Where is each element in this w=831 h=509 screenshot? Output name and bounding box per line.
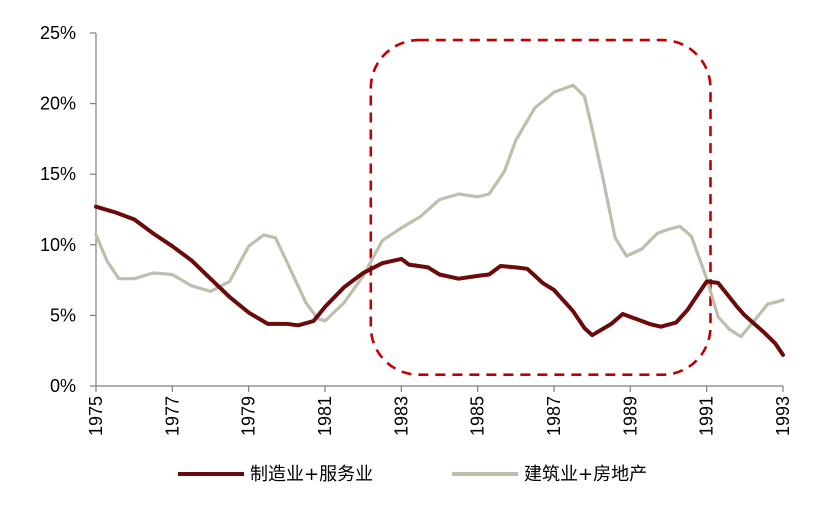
x-axis-ticks: 1975 1977 1979 1981 1983 1985 1987 1989 1991 1993 bbox=[86, 386, 793, 436]
y-tick-label: 10% bbox=[40, 235, 76, 255]
y-tick-label: 0% bbox=[50, 376, 76, 396]
highlight-region bbox=[369, 38, 712, 377]
x-tick-label: 1977 bbox=[162, 396, 182, 436]
legend: 制造业+服务业 建筑业+房地产 bbox=[178, 464, 647, 485]
y-tick-label: 20% bbox=[40, 94, 76, 114]
x-tick-label: 1979 bbox=[239, 396, 259, 436]
x-tick-label: 1975 bbox=[86, 396, 106, 436]
x-tick-label: 1981 bbox=[315, 396, 335, 436]
highlight-box bbox=[369, 38, 712, 377]
x-tick-label: 1987 bbox=[544, 396, 564, 436]
series-line-construction-realestate bbox=[94, 83, 785, 339]
x-tick-label: 1989 bbox=[620, 396, 640, 436]
x-tick-label: 1991 bbox=[697, 396, 717, 436]
series-lines bbox=[94, 83, 785, 357]
x-tick-label: 1985 bbox=[468, 396, 488, 436]
legend-label-manufacturing-services: 制造业+服务业 bbox=[250, 464, 373, 485]
y-tick-label: 25% bbox=[40, 23, 76, 43]
y-axis-ticks: 0% 5% 10% 15% 20% 25% bbox=[40, 23, 96, 396]
y-tick-label: 5% bbox=[50, 305, 76, 325]
y-tick-label: 15% bbox=[40, 164, 76, 184]
series-line-manufacturing-services bbox=[94, 204, 785, 357]
x-tick-label: 1983 bbox=[391, 396, 411, 436]
axes: 0% 5% 10% 15% 20% 25% 1975 1977 1979 1981 1983 198… bbox=[40, 23, 793, 436]
legend-label-construction-realestate: 建筑业+房地产 bbox=[524, 464, 647, 485]
x-tick-label: 1993 bbox=[773, 396, 793, 436]
